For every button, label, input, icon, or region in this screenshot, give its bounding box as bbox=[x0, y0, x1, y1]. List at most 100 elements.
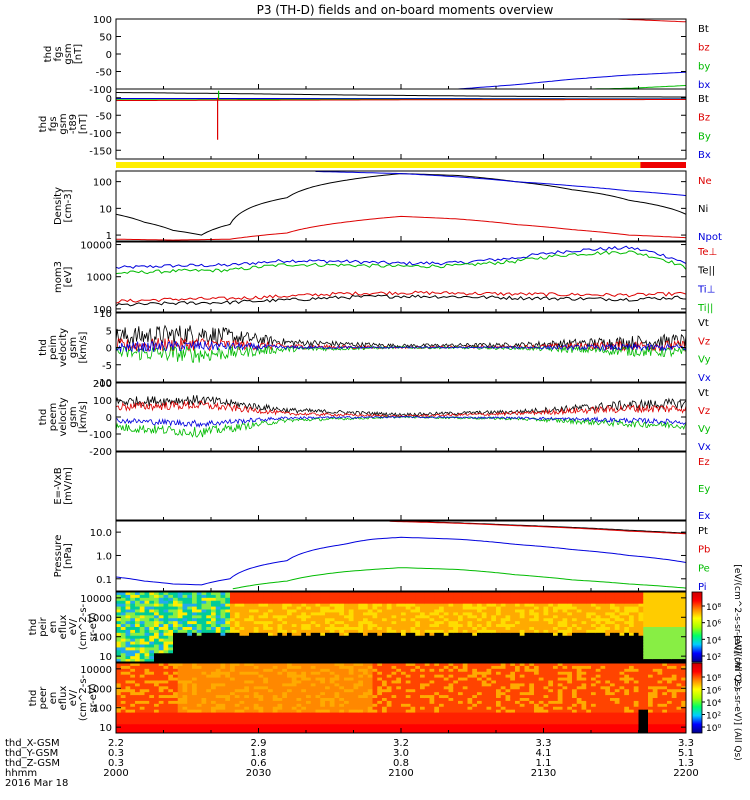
y-tick-label: 1 bbox=[106, 231, 112, 242]
legend-Te⊥: Te⊥ bbox=[697, 247, 717, 258]
y-axis-label-line: gsm bbox=[63, 43, 74, 64]
y-tick-label: -150 bbox=[89, 146, 112, 157]
y-tick-label: 1000 bbox=[87, 613, 112, 624]
series-Ti⊥ bbox=[116, 245, 686, 269]
panel-mode bbox=[116, 162, 686, 168]
legend-Ni: Ni bbox=[698, 204, 708, 215]
series-Vx bbox=[116, 340, 686, 353]
series-Pe bbox=[232, 567, 686, 590]
x-tick-value: 3.3 bbox=[678, 738, 694, 749]
series-bx bbox=[457, 71, 686, 89]
panel-frame bbox=[115, 241, 687, 313]
x-tick-value: 3.2 bbox=[393, 738, 409, 749]
x-row-label: hhmm bbox=[5, 768, 37, 779]
legend-bx: bx bbox=[698, 80, 710, 91]
y-tick-label: -50 bbox=[96, 111, 112, 122]
colorbar-tick-label: 10⁰ bbox=[706, 724, 721, 734]
colorbar-tick-label: 10² bbox=[706, 712, 721, 722]
x-tick-value: 1.8 bbox=[251, 748, 267, 759]
y-axis-label-line: thd bbox=[28, 619, 39, 636]
legend-Ex: Ex bbox=[698, 511, 710, 522]
y-axis-label-line: peir bbox=[38, 616, 49, 636]
y-axis-label-line: [eV] bbox=[63, 267, 74, 288]
y-axis-label-line: velocity bbox=[58, 328, 69, 367]
y-axis-label-line: en bbox=[48, 621, 59, 634]
y-axis-label-line: [mV/m] bbox=[63, 467, 74, 505]
y-axis-label-line: eV/ bbox=[68, 689, 79, 706]
series-Ti|| bbox=[116, 250, 686, 275]
colorbar-tick-label: 10⁸ bbox=[706, 603, 721, 613]
legend-bz: bz bbox=[698, 43, 710, 54]
panel-frame bbox=[115, 451, 687, 521]
panel-fgs_gsm_dip: Bt Bz By Bx 0 -50 -100 -150 thd fgs gsm -t89 [nT] bbox=[38, 88, 711, 161]
y-tick-label: -5 bbox=[102, 361, 112, 372]
x-axis-block: thd_X-GSM 2.2 2.9 3.2 3.3 3.3 thd_Y-GSM 0.3 1.8 3… bbox=[5, 738, 699, 789]
y-tick-label: -100 bbox=[89, 430, 112, 441]
legend-Vx: Vx bbox=[698, 442, 711, 453]
colorbar-title: [eV/(cm^2-s-sr-eV)] (All Qs) bbox=[732, 564, 742, 689]
y-axis-label-line: fgs bbox=[48, 116, 59, 131]
colorbar bbox=[691, 662, 703, 734]
series-Vy bbox=[116, 344, 686, 363]
x-tick-value: 3.3 bbox=[536, 738, 552, 749]
y-axis-label-line: thd bbox=[38, 339, 49, 356]
legend-Bx: Bx bbox=[698, 150, 711, 161]
legend-Vt: Vt bbox=[698, 318, 709, 329]
legend-Vz: Vz bbox=[698, 406, 710, 417]
x-tick-value: 0.8 bbox=[393, 758, 409, 769]
y-axis-label-line: Pressure bbox=[53, 535, 64, 578]
x-row-label: thd_Y-GSM bbox=[5, 748, 58, 759]
y-tick-label: 10 bbox=[99, 309, 112, 320]
colorbar-tick-label: 10⁶ bbox=[706, 687, 721, 697]
y-tick-label: 10 bbox=[99, 723, 112, 734]
panel-peer_spectrogram: 10⁸ 10⁶ 10⁴ 10² 10⁰ [eV/(cm^2-s-sr-eV)] (All … bbox=[28, 635, 742, 760]
y-axis-label-line: sr-eV) bbox=[88, 683, 99, 712]
series-Bz bbox=[116, 99, 686, 102]
legend-Pe: Pe bbox=[698, 563, 710, 574]
colorbar-tick-label: 10⁸ bbox=[706, 674, 721, 684]
panel-fgs_gsm: Bt bz by bx 100 50 0 -50 -100 thd fgs gsm [nT] bbox=[43, 15, 710, 96]
date-label: 2016 Mar 18 bbox=[5, 778, 68, 789]
y-axis-label-line: [nPa] bbox=[63, 543, 74, 569]
y-axis-label-line: gsm bbox=[68, 337, 79, 358]
y-tick-label: 10000 bbox=[80, 241, 112, 252]
panel-temperature: Te⊥ Te|| Ti⊥ Ti|| 10000 1000 100 mom3 [eV] bbox=[53, 241, 717, 316]
y-tick-label: 0 bbox=[106, 94, 112, 105]
legend-Te||: Te|| bbox=[697, 266, 715, 277]
colorbar-tick-label: 10² bbox=[706, 653, 721, 663]
y-tick-label: 100 bbox=[93, 704, 112, 715]
legend-Bt: Bt bbox=[698, 94, 709, 105]
y-tick-label: 10 bbox=[99, 652, 112, 663]
series-Vt bbox=[116, 395, 686, 417]
x-tick-value: 2030 bbox=[246, 768, 271, 779]
y-axis-label-line: eV/ bbox=[68, 618, 79, 635]
spectrogram-cells bbox=[116, 592, 686, 662]
legend-Bt: Bt bbox=[698, 24, 709, 35]
legend-Bz: Bz bbox=[698, 113, 710, 124]
y-tick-label: -50 bbox=[96, 68, 112, 79]
x-tick-value: 2130 bbox=[531, 768, 556, 779]
y-axis-label-line: thd bbox=[38, 409, 49, 426]
x-tick-value: 1.3 bbox=[678, 758, 694, 769]
legend-Vt: Vt bbox=[698, 388, 709, 399]
legend-Pb: Pb bbox=[698, 545, 710, 556]
legend-Ez: Ez bbox=[698, 457, 710, 468]
y-axis-label-line: [km/s] bbox=[78, 331, 89, 363]
legend-Ne: Ne bbox=[698, 176, 712, 187]
y-tick-label: 5 bbox=[106, 326, 112, 337]
x-tick-value: 2200 bbox=[673, 768, 698, 779]
legend-Vx: Vx bbox=[698, 373, 711, 384]
series-Ni bbox=[116, 173, 686, 236]
panel-peem_velocity: Vt Vz Vy Vx 200 100 0 -100 -200 thd peem velocity gs… bbox=[38, 379, 711, 458]
series-Pb bbox=[389, 521, 686, 535]
series-Vy bbox=[116, 415, 686, 438]
x-tick-value: 5.1 bbox=[678, 748, 694, 759]
y-tick-label: -100 bbox=[89, 129, 112, 140]
series-Vz bbox=[116, 400, 686, 418]
x-row-label: thd_Z-GSM bbox=[5, 758, 60, 769]
y-tick-label: 200 bbox=[93, 379, 112, 390]
y-axis-label-line: (cm^2-s- bbox=[78, 674, 89, 721]
series-Vx bbox=[116, 415, 686, 429]
y-axis-label-line: eflux bbox=[58, 615, 69, 640]
